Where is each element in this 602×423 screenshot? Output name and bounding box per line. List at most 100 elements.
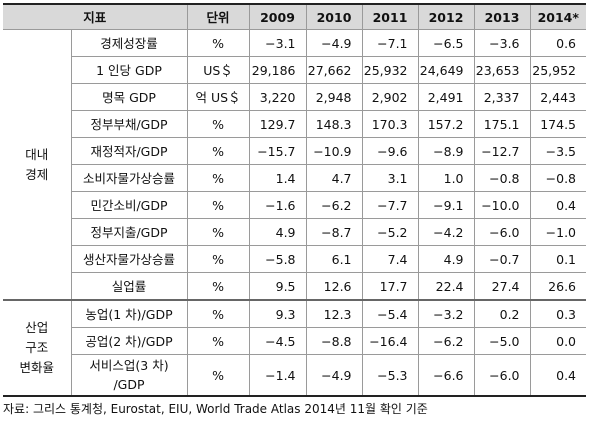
value-cell: −10.9	[305, 137, 363, 165]
indicator-name: 공업(2 차)/GDP	[71, 327, 188, 355]
header-year: 2011	[361, 3, 419, 30]
indicator-name: 명목 GDP	[71, 83, 188, 111]
indicator-name: 생산자물가상승률	[71, 245, 188, 273]
table-row: 산업 구조 변화율 농업(1 차)/GDP% 9.3 12.3 −5.4 −3.2 0.2 0.3	[3, 299, 587, 397]
value-cell: −5.2	[361, 218, 419, 246]
value-cell: 3.1	[361, 164, 419, 192]
table-body: 대내 경제 경제성장률% −3.1 −4.9 −7.1 −6.5 −3.6 0.6 1 인당 GD…	[3, 29, 587, 397]
value-cell: −9.1	[417, 191, 475, 219]
value-cell: −1.6	[248, 191, 307, 219]
value-cell: 2,902	[361, 83, 419, 111]
value-cell: 3,220	[248, 83, 307, 111]
value-cell: 22.4	[417, 272, 475, 301]
indicator-name-line: 서비스업(3 차)	[89, 358, 169, 373]
indicator-name: 정부부채/GDP	[71, 110, 188, 138]
value-cell: 4.9	[417, 245, 475, 273]
value-cell: 27,662	[305, 56, 363, 84]
header-year: 2010	[305, 3, 363, 30]
value-cell: 0.3	[529, 299, 587, 328]
value-cell: −0.7	[473, 245, 531, 273]
value-cell: −10.0	[473, 191, 531, 219]
table-row: 공업(2 차)/GDP% −4.5 −8.8 −16.4 −6.2 −5.0 0.0	[3, 327, 587, 355]
group-label-line: 구조	[25, 340, 49, 355]
table-row: 재정적자/GDP% −15.7 −10.9 −9.6 −8.9 −12.7 −3.5	[3, 137, 587, 165]
unit-cell: %	[186, 272, 250, 301]
value-cell: 0.4	[529, 354, 587, 397]
table-row: 정부부채/GDP% 129.7 148.3 170.3 157.2 175.1 174.5	[3, 110, 587, 138]
table-row: 정부지출/GDP% 4.9 −8.7 −5.2 −4.2 −6.0 −1.0	[3, 218, 587, 246]
header-unit: 단위	[186, 3, 250, 30]
unit-cell: %	[186, 327, 250, 355]
table-row: 명목 GDP 억 US＄ 3,220 2,948 2,902 2,491 2,337 2,44…	[3, 83, 587, 111]
group-label-line: 대내	[25, 146, 49, 162]
value-cell: −8.9	[417, 137, 475, 165]
value-cell: 9.5	[248, 272, 307, 301]
table-row: 소비자물가상승률% 1.4 4.7 3.1 1.0 −0.8 −0.8	[3, 164, 587, 192]
unit-cell: 억 US＄	[186, 83, 250, 111]
unit-cell: %	[186, 110, 250, 138]
value-cell: −4.5	[248, 327, 307, 355]
value-cell: 29,186	[248, 56, 307, 84]
unit-cell: %	[186, 29, 250, 57]
value-cell: −6.0	[473, 354, 531, 397]
value-cell: −9.6	[361, 137, 419, 165]
table-row: 대내 경제 경제성장률% −3.1 −4.9 −7.1 −6.5 −3.6 0.6	[3, 29, 587, 301]
indicator-name: 정부지출/GDP	[71, 218, 188, 246]
table-row: 1 인당 GDP US＄ 29,186 27,662 25,932 24,649 23,65…	[3, 56, 587, 84]
value-cell: −8.8	[305, 327, 363, 355]
indicator-name: 소비자물가상승률	[71, 164, 188, 192]
header-year: 2009	[248, 3, 307, 30]
indicator-name: 1 인당 GDP	[71, 56, 188, 84]
indicator-name: 농업(1 차)/GDP	[70, 299, 188, 328]
indicator-name: 민간소비/GDP	[71, 191, 188, 219]
header-year: 2014*	[529, 3, 587, 30]
value-cell: 4.7	[305, 164, 363, 192]
header-year: 2013	[473, 3, 531, 30]
unit-cell: %	[186, 164, 250, 192]
unit-cell: %	[186, 354, 250, 397]
source-note: 자료: 그리스 통계청, Eurostat, EIU, World Trade …	[3, 402, 428, 416]
group-label-line: 변화율	[19, 360, 54, 375]
value-cell: 25,932	[361, 56, 419, 84]
table-row: 실업률% 9.5 12.6 17.7 22.4 27.4 26.6	[3, 272, 587, 301]
value-cell: −4.2	[417, 218, 475, 246]
value-cell: −0.8	[529, 164, 587, 192]
value-cell: −3.6	[473, 29, 531, 57]
value-cell: −7.1	[361, 29, 419, 57]
indicator-name-line: /GDP	[113, 377, 145, 392]
value-cell: −1.4	[248, 354, 307, 397]
value-cell: 1.0	[417, 164, 475, 192]
value-cell: −6.0	[473, 218, 531, 246]
unit-cell: %	[186, 137, 250, 165]
value-cell: 25,952	[529, 56, 587, 84]
value-cell: 2,491	[417, 83, 475, 111]
value-cell: 170.3	[361, 110, 419, 138]
value-cell: 0.1	[529, 245, 587, 273]
value-cell: 174.5	[529, 110, 587, 138]
header-indicator: 지표	[3, 3, 188, 30]
value-cell: −6.5	[417, 29, 475, 57]
value-cell: 23,653	[473, 56, 531, 84]
value-cell: 157.2	[417, 110, 475, 138]
value-cell: 26.6	[529, 272, 587, 301]
value-cell: 12.3	[305, 299, 363, 328]
value-cell: −6.2	[417, 327, 475, 355]
indicator-name: 서비스업(3 차) /GDP	[71, 354, 188, 397]
table-row: 서비스업(3 차) /GDP% −1.4 −4.9 −5.3 −6.6 −6.0 0.4	[3, 354, 587, 397]
group-label-line: 산업	[25, 320, 49, 335]
value-cell: 1.4	[248, 164, 307, 192]
header-year: 2012	[417, 3, 475, 30]
unit-cell: US＄	[186, 56, 250, 84]
value-cell: −1.0	[529, 218, 587, 246]
value-cell: 2,337	[473, 83, 531, 111]
group-label-line: 경제	[25, 166, 49, 182]
value-cell: −16.4	[361, 327, 419, 355]
value-cell: 6.1	[305, 245, 363, 273]
value-cell: 175.1	[473, 110, 531, 138]
value-cell: 2,948	[305, 83, 363, 111]
table-row: 민간소비/GDP% −1.6 −6.2 −7.7 −9.1 −10.0 0.4	[3, 191, 587, 219]
unit-cell: %	[186, 218, 250, 246]
value-cell: −7.7	[361, 191, 419, 219]
